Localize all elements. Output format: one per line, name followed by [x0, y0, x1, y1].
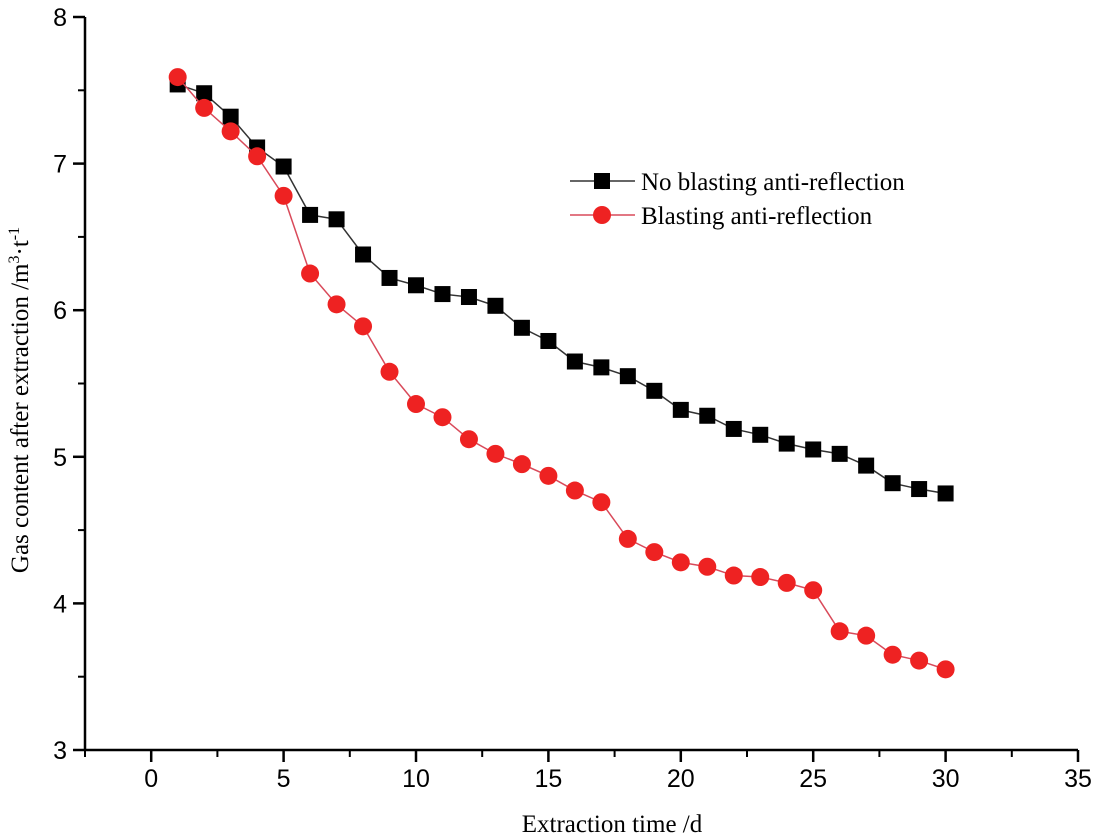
series-1 — [169, 76, 954, 502]
data-point-circle — [830, 622, 849, 641]
data-point-square — [302, 206, 319, 223]
data-point-square — [566, 353, 583, 370]
legend-item-2: Blasting anti-reflection — [570, 203, 873, 230]
data-point-square — [858, 457, 875, 474]
data-point-square — [275, 158, 292, 175]
data-point-square — [937, 485, 954, 502]
legend-label: No blasting anti-reflection — [641, 169, 905, 196]
data-point-square — [831, 445, 848, 462]
data-point-square — [778, 435, 795, 452]
plot-series — [168, 68, 955, 679]
x-tick-label: 25 — [799, 765, 827, 793]
x-tick-label: 10 — [402, 765, 430, 793]
data-point-circle — [221, 122, 240, 141]
data-point-circle — [910, 651, 929, 670]
data-point-circle — [354, 317, 373, 336]
data-point-square — [434, 286, 451, 303]
data-point-circle — [618, 529, 637, 548]
y-tick-label: 7 — [53, 151, 67, 179]
data-point-circle — [698, 557, 717, 576]
data-point-circle — [539, 466, 558, 485]
legend-item-1: No blasting anti-reflection — [570, 169, 905, 196]
data-point-square — [196, 85, 213, 102]
data-point-circle — [486, 444, 505, 463]
data-point-circle — [248, 147, 267, 166]
x-axis-title: Extraction time /d — [522, 811, 703, 838]
y-tick-label: 8 — [53, 4, 67, 32]
x-tick-label: 0 — [144, 765, 158, 793]
data-point-square — [593, 359, 610, 376]
data-point-circle — [671, 553, 690, 572]
axes: 0 5 10 15 20 25 30 35 3 4 5 6 7 8 — [53, 4, 1092, 793]
legend-label: Blasting anti-reflection — [641, 203, 873, 230]
data-point-square — [911, 481, 928, 498]
data-point-circle — [433, 408, 452, 427]
data-point-square — [725, 420, 742, 437]
data-point-square — [805, 441, 822, 458]
series-line — [177, 83, 946, 495]
data-point-circle — [301, 264, 320, 283]
data-point-circle — [512, 455, 531, 474]
data-point-circle — [380, 362, 399, 381]
data-point-circle — [274, 186, 293, 205]
data-point-square — [460, 289, 477, 306]
data-point-circle — [645, 543, 664, 562]
data-point-circle — [459, 430, 478, 449]
data-point-square — [513, 319, 530, 336]
y-axis-title-mid: ·t — [7, 240, 34, 255]
data-point-circle — [936, 660, 955, 679]
y-axis-title-sup-1: 3 — [6, 256, 23, 264]
data-point-circle — [804, 581, 823, 600]
series-line — [177, 76, 946, 671]
data-point-square — [381, 269, 398, 286]
data-point-circle — [751, 568, 770, 587]
data-point-square — [699, 407, 716, 424]
data-point-square — [884, 475, 901, 492]
y-tick-label: 6 — [53, 297, 67, 325]
x-tick-label: 20 — [667, 765, 695, 793]
data-point-square — [222, 108, 239, 125]
data-point-square — [540, 332, 557, 349]
y-axis-title-sup-2: -1 — [6, 227, 23, 240]
data-point-square — [619, 368, 636, 385]
data-point-circle — [168, 68, 187, 87]
y-tick-label: 3 — [53, 737, 67, 765]
data-point-square — [328, 211, 345, 228]
data-point-square — [672, 401, 689, 418]
x-tick-label: 5 — [277, 765, 291, 793]
series-2 — [168, 68, 955, 679]
y-axis-title: Gas content after extraction /m3·t-1 — [6, 227, 34, 573]
data-point-circle — [777, 573, 796, 592]
y-axis-title-main: Gas content after extraction /m — [7, 263, 34, 573]
data-point-circle — [195, 98, 214, 117]
legend-circle-marker — [593, 206, 611, 224]
data-point-square — [646, 382, 663, 399]
data-point-square — [752, 426, 769, 443]
data-point-circle — [724, 566, 743, 585]
x-tick-label: 15 — [534, 765, 562, 793]
data-point-square — [355, 246, 372, 263]
data-point-square — [487, 297, 504, 314]
data-point-circle — [883, 645, 902, 664]
y-tick-label: 5 — [53, 444, 67, 472]
data-point-circle — [407, 395, 425, 414]
x-tick-label: 35 — [1064, 765, 1092, 793]
data-point-circle — [565, 481, 584, 500]
data-point-circle — [592, 493, 611, 512]
data-point-circle — [857, 626, 876, 645]
legend-square-marker — [594, 173, 610, 189]
x-tick-label: 30 — [932, 765, 960, 793]
data-point-circle — [327, 295, 346, 314]
y-tick-label: 4 — [53, 590, 67, 618]
legend: No blasting anti-reflection Blasting anti… — [570, 169, 905, 230]
data-point-square — [408, 277, 424, 294]
